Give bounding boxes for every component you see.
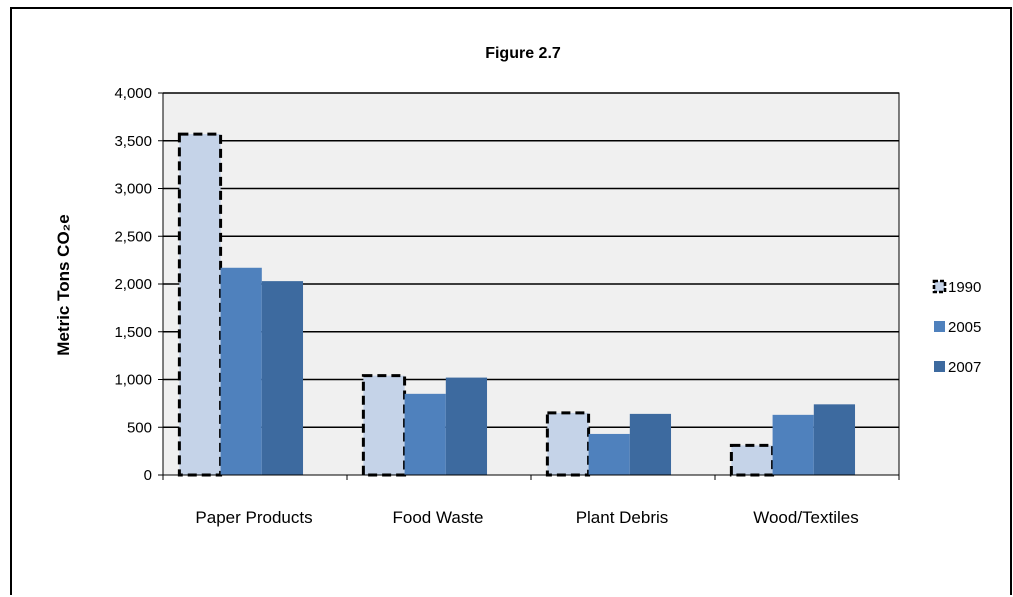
x-category-label: Wood/Textiles (753, 508, 859, 527)
y-tick-label: 2,000 (114, 276, 152, 293)
plot-border (162, 92, 900, 476)
y-tick-label: 500 (127, 419, 152, 436)
bar-2007-1 (445, 377, 488, 475)
bar-1990-3 (729, 443, 775, 477)
y-tick-label: 1,500 (114, 324, 152, 341)
legend-label-2005: 2005 (948, 319, 981, 336)
x-category-label: Paper Products (195, 508, 312, 527)
bar-chart: Figure 2.7 Metric Tons CO₂e 0 500 1,000 1,5… (54, 45, 981, 527)
legend-swatch-2005 (934, 321, 945, 332)
bar-1990-2 (545, 411, 591, 477)
bar-1990-1 (361, 374, 407, 477)
legend-label-1990: 1990 (948, 279, 981, 296)
y-axis-label: Metric Tons CO₂e (54, 214, 73, 355)
legend: 1990 2005 2007 (932, 279, 981, 376)
x-category-label: Food Waste (392, 508, 483, 527)
chart-title: Figure 2.7 (485, 45, 561, 62)
y-tick-label: 0 (144, 467, 152, 484)
y-tick-label: 3,000 (114, 181, 152, 198)
bar-2005-0 (220, 267, 262, 475)
bar-1990-0 (177, 132, 223, 477)
legend-swatch-1990 (932, 279, 947, 294)
legend-swatch-2007 (934, 361, 945, 372)
plot-area: 0 500 1,000 1,500 2,000 2,500 3,000 3,500 4,000 P… (114, 85, 900, 527)
legend-label-2007: 2007 (948, 359, 981, 376)
bar-2007-0 (261, 281, 304, 475)
y-tick-label: 3,500 (114, 133, 152, 150)
chart-frame: Figure 2.7 Metric Tons CO₂e 0 500 1,000 1,5… (10, 7, 1012, 595)
y-tick-label: 4,000 (114, 85, 152, 102)
bar-2005-3 (772, 414, 814, 475)
bar-2007-2 (629, 413, 672, 475)
y-tick-label: 2,500 (114, 228, 152, 245)
bar-2005-1 (404, 393, 446, 475)
y-tick-label: 1,000 (114, 372, 152, 389)
bar-2007-3 (813, 404, 856, 475)
x-category-label: Plant Debris (576, 508, 669, 527)
bar-2005-2 (588, 433, 630, 475)
